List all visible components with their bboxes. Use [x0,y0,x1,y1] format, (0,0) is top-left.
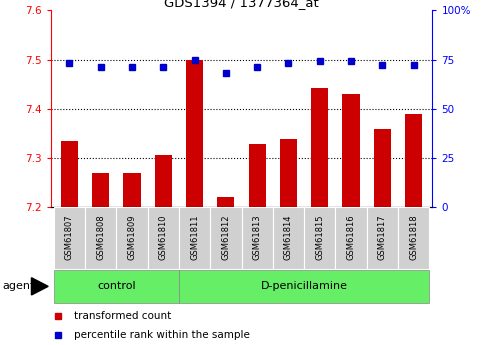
Bar [179,207,210,269]
Bar [124,172,141,207]
Text: GSM61812: GSM61812 [221,214,230,259]
Bar [273,207,304,269]
Bar [249,144,266,207]
Bar [61,141,78,207]
Bar [85,207,116,269]
Bar [280,139,297,207]
Bar [210,207,242,269]
Text: GSM61809: GSM61809 [128,214,137,259]
Bar [116,207,148,269]
Text: agent: agent [2,281,35,290]
Text: GSM61818: GSM61818 [409,214,418,260]
Text: GSM61813: GSM61813 [253,214,262,260]
Text: transformed count: transformed count [73,312,171,322]
Bar [342,94,359,207]
Bar [148,207,179,269]
Text: D-penicillamine: D-penicillamine [260,282,348,291]
Bar [54,270,179,303]
Bar [186,59,203,207]
Bar [304,207,335,269]
Text: GSM61808: GSM61808 [96,214,105,260]
Polygon shape [31,278,48,295]
Text: GSM61811: GSM61811 [190,214,199,259]
Bar [54,207,85,269]
Bar [92,172,109,207]
Bar [242,207,273,269]
Bar [398,207,429,269]
Text: GSM61817: GSM61817 [378,214,387,260]
Text: GSM61815: GSM61815 [315,214,324,259]
Bar [179,270,429,303]
Text: GSM61814: GSM61814 [284,214,293,259]
Bar [405,114,422,207]
Bar [155,155,172,207]
Bar [367,207,398,269]
Text: control: control [97,282,136,291]
Title: GDS1394 / 1377364_at: GDS1394 / 1377364_at [164,0,319,9]
Bar [335,207,367,269]
Bar [374,129,391,207]
Bar [217,197,234,207]
Text: GSM61816: GSM61816 [346,214,355,260]
Text: percentile rank within the sample: percentile rank within the sample [73,330,250,340]
Text: GSM61810: GSM61810 [159,214,168,259]
Text: GSM61807: GSM61807 [65,214,74,260]
Bar [311,88,328,207]
